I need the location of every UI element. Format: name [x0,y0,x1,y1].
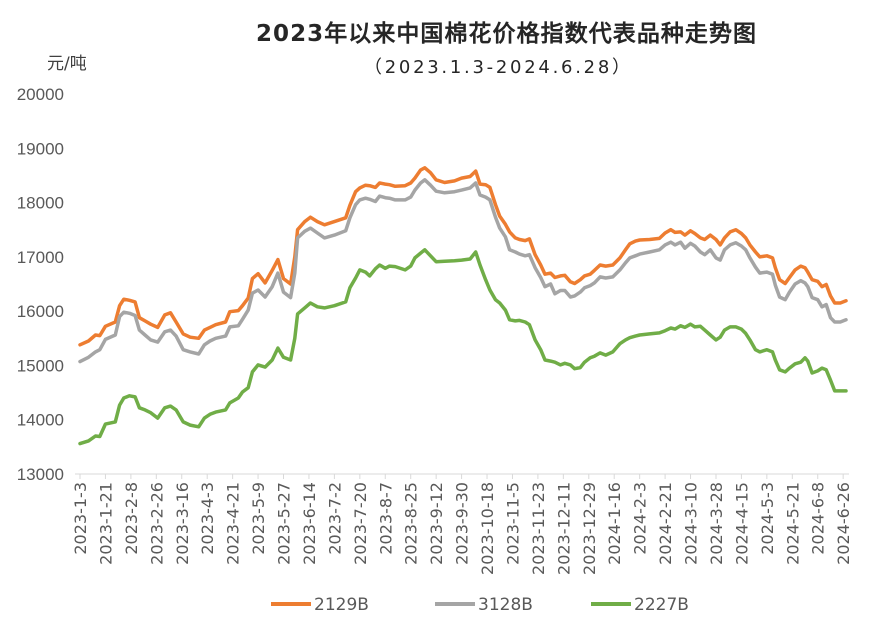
y-tick-label: 20000 [17,85,64,104]
x-tick-label: 2024-5-3 [758,482,777,555]
x-tick-label: 2024-6-26 [834,482,853,565]
series-line-3128B [78,178,848,364]
legend-item-2129B: 2129B [271,595,369,615]
legend-item-2227B: 2227B [591,595,689,615]
x-tick-label: 2023-12-29 [580,482,599,575]
chart-title: 2023年以来中国棉花价格指数代表品种走势图 [256,20,756,47]
x-tick-label: 2023-10-18 [478,482,497,575]
x-tick-label: 2023-11-5 [503,482,522,565]
y-axis-unit-label: 元/吨 [47,54,87,74]
x-tick-label: 2023-4-3 [198,482,217,555]
x-tick-label: 2024-4-15 [732,482,751,565]
x-tick-label: 2023-5-27 [275,482,294,565]
x-tick-label: 2023-7-20 [351,482,370,565]
x-tick-label: 2023-9-30 [453,482,472,565]
legend-item-3128B: 3128B [435,595,533,615]
x-tick-label: 2024-3-10 [682,482,701,565]
series-line-2227B [78,248,848,446]
y-tick-label: 16000 [17,302,64,321]
x-tick-label: 2023-6-14 [300,482,319,565]
legend-label: 3128B [478,595,533,615]
x-tick-label: 2023-8-25 [402,482,421,565]
x-tick-label: 2023-4-21 [224,482,243,565]
series-lines [78,166,848,446]
series-line-2129B [78,166,848,347]
x-tick-label: 2023-9-12 [427,482,446,565]
y-tick-label: 14000 [17,411,64,430]
y-tick-label: 18000 [17,194,64,213]
x-tick-label: 2024-3-28 [707,482,726,565]
y-tick-label: 13000 [17,465,64,484]
y-axis-ticks: 20000 19000 18000 17000 16000 15000 14000 13000 [17,85,64,484]
y-tick-label: 17000 [17,248,64,267]
legend: 2129B 3128B 2227B [271,595,689,615]
x-tick-label: 2023-2-8 [122,482,141,555]
x-tick-label: 2023-1-21 [96,482,115,565]
y-tick-label: 15000 [17,356,64,375]
x-tick-label: 2023-12-11 [554,482,573,575]
x-tick-label: 2024-5-21 [783,482,802,565]
legend-label: 2227B [634,595,689,615]
legend-label: 2129B [314,595,369,615]
x-tick-label: 2023-1-3 [71,482,90,555]
x-tick-label: 2024-2-21 [656,482,675,565]
x-tick-label: 2023-7-2 [325,482,344,555]
x-tick-label: 2023-11-23 [529,482,548,575]
x-tick-label: 2024-1-16 [605,482,624,565]
y-tick-label: 19000 [17,139,64,158]
chart-subtitle: （2023.1.3-2024.6.28） [364,57,630,78]
x-tick-label: 2023-5-9 [249,482,268,555]
x-tick-label: 2023-3-16 [173,482,192,565]
x-tick-label: 2023-2-26 [147,482,166,565]
x-tick-label: 2024-6-8 [809,482,828,555]
x-tick-label: 2024-2-3 [631,482,650,555]
x-axis-ticks: 2023-1-3 2023-1-21 2023-2-8 2023-2-26 2023-3… [71,474,853,575]
x-tick-label: 2023-8-7 [376,482,395,555]
